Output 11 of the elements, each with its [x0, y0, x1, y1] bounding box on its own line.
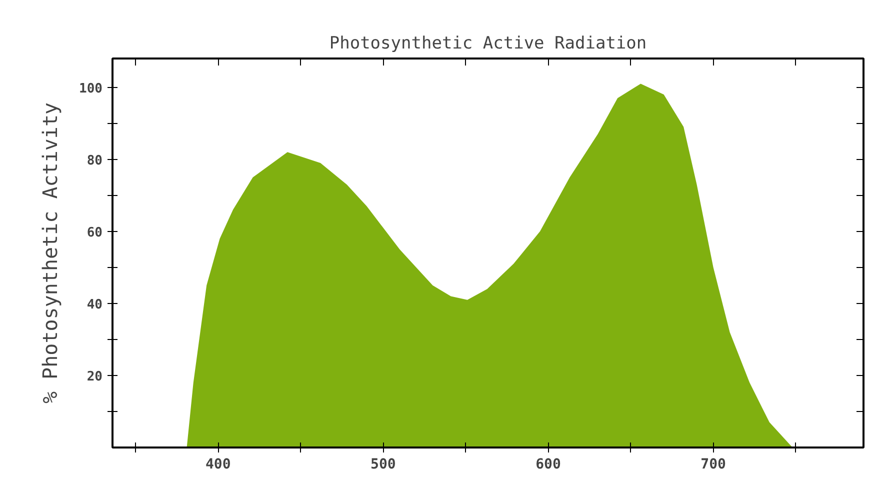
y-tick-label: 80 — [86, 153, 103, 168]
y-axis-title: % Photosynthetic Activity — [38, 102, 62, 404]
x-tick-label: 500 — [370, 456, 396, 472]
y-tick-label: 60 — [86, 225, 103, 240]
y-tick-label: 40 — [86, 297, 103, 312]
x-tick-label: 400 — [205, 456, 231, 472]
x-tick-label: 600 — [536, 456, 561, 472]
y-tick-label: 100 — [79, 81, 103, 96]
chart-title: Photosynthetic Active Radiation — [329, 34, 647, 54]
x-tick-label: 700 — [700, 456, 726, 472]
y-tick-label: 20 — [86, 369, 103, 384]
